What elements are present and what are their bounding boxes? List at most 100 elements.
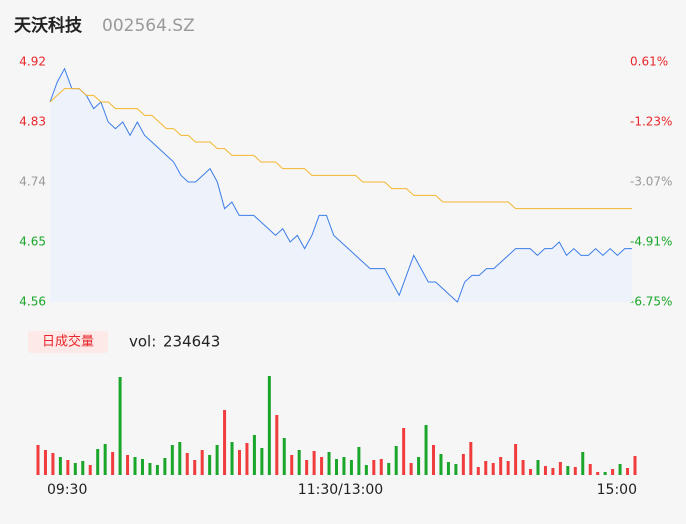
volume-bar xyxy=(387,463,391,475)
volume-bar xyxy=(170,445,174,475)
volume-bar xyxy=(626,468,630,475)
y-tick-label: 4.65 xyxy=(19,235,46,249)
volume-bar xyxy=(148,463,152,475)
volume-bar xyxy=(193,460,197,475)
volume-bar xyxy=(596,472,600,475)
volume-bar xyxy=(476,467,480,475)
y-tick-label: 4.56 xyxy=(19,295,46,309)
y2-tick-label: -1.23% xyxy=(630,115,672,129)
volume-bar xyxy=(133,457,137,475)
x-tick-label: 11:30/13:00 xyxy=(298,482,383,498)
volume-bar xyxy=(88,465,92,475)
volume-bar xyxy=(320,457,324,475)
legend-label[interactable]: 日成交量 xyxy=(42,334,94,350)
volume-bar xyxy=(282,438,286,475)
volume-bar xyxy=(237,450,241,475)
volume-bar xyxy=(252,435,256,475)
volume-bar xyxy=(163,458,167,475)
volume-bar xyxy=(215,445,219,475)
volume-bar xyxy=(290,455,294,475)
volume-bar xyxy=(566,466,570,475)
volume-bar xyxy=(36,445,40,475)
volume-bar xyxy=(245,443,249,475)
volume-bar xyxy=(409,463,413,475)
volume-bar xyxy=(514,444,518,475)
volume-bar xyxy=(581,452,585,475)
volume-bar xyxy=(424,425,428,475)
volume-bar xyxy=(51,453,55,475)
volume-bar xyxy=(66,460,70,475)
volume-bar xyxy=(297,450,301,475)
volume-bar xyxy=(461,454,465,475)
price-area xyxy=(50,68,632,303)
volume-bar xyxy=(484,461,488,475)
volume-bar xyxy=(335,459,338,475)
x-tick-label: 09:30 xyxy=(47,482,87,498)
volume-bar xyxy=(267,376,271,475)
average-line xyxy=(49,88,632,210)
volume-bar xyxy=(223,410,227,475)
stock-name: 天沃科技 xyxy=(14,15,83,36)
volume-bar xyxy=(529,469,533,475)
volume-bar xyxy=(305,460,309,475)
x-tick-label: 15:00 xyxy=(597,482,637,498)
volume-bar xyxy=(312,451,316,475)
volume-bar xyxy=(43,450,47,475)
volume-bar xyxy=(73,463,77,475)
volume-bar xyxy=(342,457,346,475)
volume-bar xyxy=(275,415,279,475)
volume-bar xyxy=(394,446,398,475)
vol-label: vol: xyxy=(129,333,156,351)
y2-tick-label: -3.07% xyxy=(630,175,672,189)
volume-bar xyxy=(439,454,443,475)
volume-bar xyxy=(81,461,85,475)
volume-bar xyxy=(200,450,204,475)
volume-bar xyxy=(417,457,421,475)
volume-bar xyxy=(349,460,353,475)
volume-bar xyxy=(208,455,212,475)
y2-tick-label: -4.91% xyxy=(630,235,672,249)
volume-bar xyxy=(140,459,144,475)
volume-bar xyxy=(103,444,107,475)
volume-bar xyxy=(469,442,473,475)
volume-bar xyxy=(372,460,376,475)
volume-bar xyxy=(432,445,436,475)
volume-bar xyxy=(506,461,510,475)
volume-bar xyxy=(588,464,592,475)
volume-bar xyxy=(551,468,555,475)
legend-button[interactable] xyxy=(28,331,108,353)
volume-bar xyxy=(573,467,577,475)
volume-bar xyxy=(633,456,637,475)
volume-bar xyxy=(379,459,383,475)
y-tick-label: 4.83 xyxy=(19,115,46,129)
volume-bar xyxy=(603,472,607,475)
volume-bar xyxy=(118,377,122,475)
volume-bar xyxy=(364,465,368,475)
volume-bar xyxy=(454,464,458,475)
volume-bar xyxy=(260,448,264,475)
y2-tick-label: -6.75% xyxy=(630,295,672,309)
volume-bar xyxy=(111,452,115,475)
volume-bar xyxy=(357,447,361,475)
price-line xyxy=(49,67,632,303)
volume-bar xyxy=(327,452,331,475)
volume-bar xyxy=(536,460,540,475)
volume-bar xyxy=(96,449,100,475)
volume-bar xyxy=(402,428,406,475)
y-tick-label: 4.92 xyxy=(19,55,46,69)
volume-bar xyxy=(185,453,189,475)
volume-bar xyxy=(230,442,234,475)
volume-bar xyxy=(499,457,503,475)
volume-bar xyxy=(155,465,159,475)
volume-bar xyxy=(618,464,622,475)
y-tick-label: 4.74 xyxy=(19,175,46,189)
vol-total: 234643 xyxy=(163,333,220,351)
volume-bar xyxy=(446,462,450,475)
volume-bar xyxy=(543,466,547,475)
volume-bar xyxy=(491,463,495,475)
volume-bar xyxy=(521,460,525,475)
volume-bar xyxy=(58,457,62,475)
y2-tick-label: 0.61% xyxy=(630,55,668,69)
volume-bar xyxy=(178,442,182,475)
